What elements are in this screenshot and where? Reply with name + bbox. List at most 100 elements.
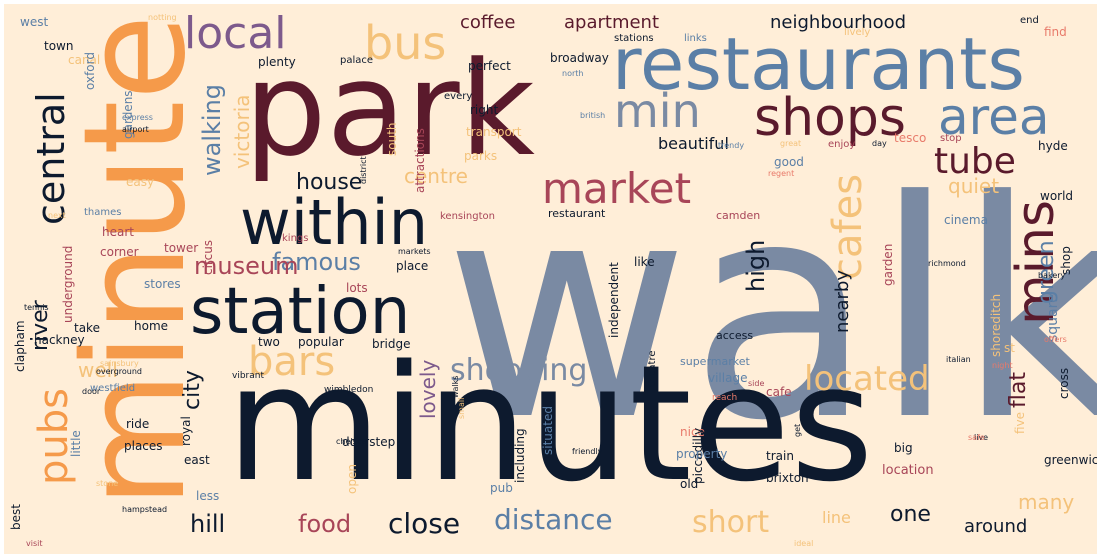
cloud-word: town	[44, 39, 74, 53]
cloud-word: walk	[444, 137, 1097, 486]
cloud-word: area	[938, 88, 1050, 146]
cloud-word: walking	[198, 83, 226, 176]
cloud-word: right	[470, 103, 499, 117]
cloud-word: nearby	[832, 270, 853, 333]
cloud-word: food	[298, 510, 352, 538]
cloud-word: shops	[754, 88, 906, 148]
cloud-word: doorstep	[342, 435, 396, 449]
cloud-word: stone	[96, 479, 119, 488]
cloud-word: restaurants	[612, 22, 1025, 106]
cloud-word: sainsbury	[100, 359, 139, 368]
cloud-word: like	[634, 255, 655, 269]
cloud-word: easy	[126, 175, 155, 189]
cloud-word: corner	[100, 245, 139, 259]
cloud-word: coffee	[460, 12, 516, 33]
cloud-word: bars	[248, 339, 336, 385]
cloud-word: get	[793, 423, 802, 437]
cloud-word: end	[1020, 15, 1039, 26]
cloud-word: overground	[96, 367, 143, 376]
cloud-word: british	[580, 111, 606, 120]
cloud-word: clapham	[13, 320, 27, 372]
cloud-word: westfield	[90, 383, 136, 394]
cloud-word: kensington	[440, 211, 495, 222]
cloud-word: world	[1040, 189, 1074, 203]
cloud-word: two	[258, 335, 280, 349]
cloud-word: cafes	[825, 173, 871, 280]
cloud-word: bridge	[372, 337, 411, 351]
cloud-word: visit	[26, 539, 43, 548]
cloud-word: cinema	[944, 213, 988, 227]
cloud-word: open	[345, 464, 359, 494]
cloud-word: walks	[451, 375, 460, 398]
cloud-word: pub	[490, 481, 513, 495]
cloud-word: beautiful	[658, 134, 729, 153]
cloud-word: places	[124, 439, 163, 453]
cloud-word: palace	[340, 55, 374, 66]
cloud-word: reach	[712, 393, 738, 403]
cloud-word: hill	[190, 510, 226, 538]
cloud-word: live	[974, 433, 989, 442]
cloud-word: bus	[364, 16, 447, 70]
cloud-word: centre	[404, 164, 468, 188]
cloud-word: side	[748, 379, 765, 388]
cloud-word: pubs	[31, 388, 77, 485]
cloud-word: tower	[164, 241, 199, 255]
cloud-word: heart	[102, 225, 134, 239]
cloud-word: small	[457, 397, 466, 419]
cloud-word: stations	[614, 33, 654, 44]
cloud-word: best	[9, 504, 23, 530]
cloud-word: located	[804, 359, 930, 399]
cloud-word: greenwich	[1044, 453, 1097, 467]
cloud-word: oxford	[83, 52, 97, 90]
cloud-word: ride	[126, 417, 150, 431]
cloud-word: lovely	[416, 359, 440, 419]
cloud-word: many	[1018, 490, 1075, 514]
cloud-word: famous	[272, 248, 361, 276]
cloud-word: property	[676, 447, 728, 461]
cloud-word: garden	[881, 243, 895, 286]
cloud-word: restaurant	[548, 207, 606, 220]
cloud-word: canal	[68, 53, 101, 67]
cloud-word: chelsea	[336, 437, 367, 446]
cloud-word: flat	[1006, 372, 1031, 408]
cloud-word: museum	[194, 252, 299, 280]
cloud-word: apartment	[564, 12, 660, 33]
cloud-word: regent	[768, 169, 795, 178]
cloud-word: ideal	[794, 539, 814, 548]
cloud-word: train	[766, 449, 794, 463]
cloud-word: royal	[179, 416, 193, 446]
cloud-word: quiet	[948, 174, 1000, 198]
cloud-word: circus	[201, 239, 215, 275]
cloud-word: neighbourhood	[770, 12, 907, 33]
cloud-word: door	[82, 387, 101, 396]
cloud-word: north	[562, 69, 584, 78]
cloud-word: next	[48, 211, 66, 220]
cloud-word: transport	[466, 125, 522, 139]
cloud-word: popular	[298, 335, 344, 349]
cloud-word: high	[742, 239, 770, 292]
cloud-word: links	[684, 33, 707, 44]
cloud-word: great	[780, 139, 802, 148]
cloud-word: supermarket	[680, 355, 750, 368]
cloud-word: good	[774, 155, 804, 169]
cloud-word: around	[964, 516, 1028, 537]
cloud-word: victoria	[230, 94, 254, 169]
cloud-word: minutes	[226, 330, 874, 517]
cloud-word: kings	[282, 233, 309, 244]
cloud-word: vibrant	[232, 371, 264, 381]
cloud-word: five	[1013, 411, 1027, 434]
cloud-word: shoreditch	[989, 293, 1003, 357]
cloud-word: nice	[680, 425, 705, 439]
cloud-word: underground	[61, 245, 75, 323]
cloud-word: airport	[122, 125, 149, 134]
cloud-word: old	[680, 477, 699, 491]
cloud-word: find	[1044, 25, 1067, 39]
cloud-word: hyde	[1038, 139, 1068, 153]
cloud-word: location	[882, 463, 934, 478]
cloud-word: min	[614, 84, 701, 138]
cloud-word: stores	[144, 277, 181, 291]
cloud-word: access	[716, 329, 754, 342]
cloud-word: tesco	[894, 131, 927, 145]
cloud-word: well	[78, 358, 118, 382]
cloud-word: local	[184, 8, 287, 59]
